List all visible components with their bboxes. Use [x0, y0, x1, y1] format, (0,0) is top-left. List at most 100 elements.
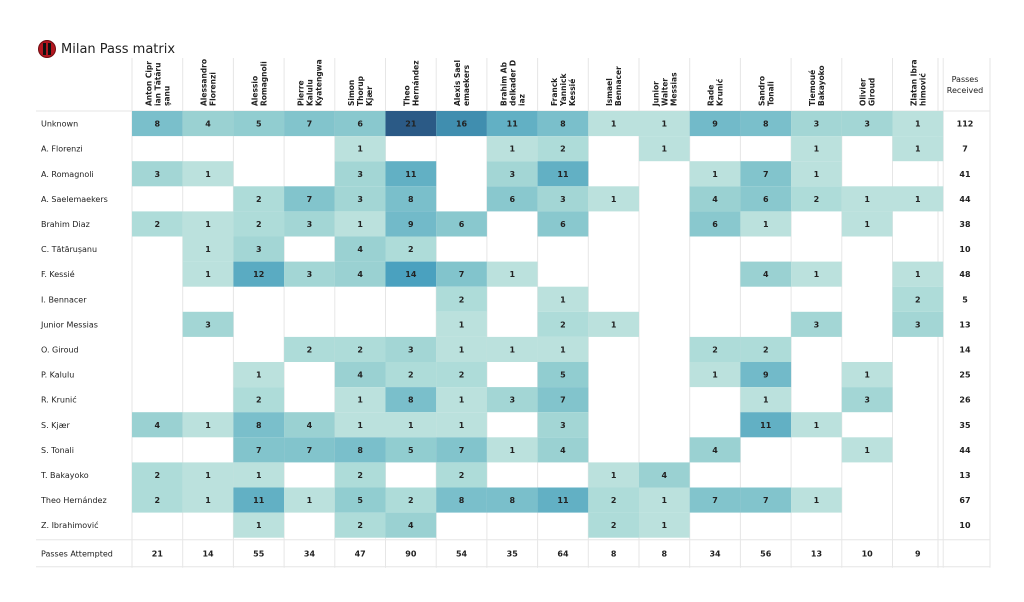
heatmap-cell	[385, 211, 437, 237]
heatmap-cell	[639, 111, 690, 137]
row-label: Theo Hernández	[40, 496, 107, 505]
column-label: Alexis Sael	[453, 60, 462, 106]
column-label: Florenzi	[209, 72, 218, 106]
column-label: Franck	[550, 77, 559, 106]
cell-value: 1	[814, 270, 820, 279]
cell-value: 2	[560, 320, 566, 329]
cell-value: 2	[459, 371, 465, 380]
row-totals-header: Passes	[952, 75, 979, 84]
cell-value: 1	[763, 396, 769, 405]
heatmap-cell	[537, 111, 589, 137]
heatmap-cell	[182, 236, 234, 262]
heatmap-cell	[334, 362, 386, 388]
cell-value: 11	[405, 170, 417, 179]
heatmap-cell	[334, 462, 386, 488]
heatmap-cell	[537, 286, 589, 312]
chart-title: Milan Pass matrix	[61, 41, 176, 57]
cell-value: 1	[408, 421, 414, 430]
row-label: Z. Ibrahimović	[41, 520, 99, 530]
column-total: 54	[456, 550, 468, 559]
heatmap-cell	[537, 311, 589, 337]
row-label: Junior Messias	[40, 320, 98, 329]
cell-value: 1	[509, 345, 515, 354]
row-label: Unknown	[41, 120, 78, 129]
heatmap-cell	[334, 261, 386, 287]
heatmap-cell	[284, 261, 335, 287]
heatmap-cell	[385, 111, 437, 137]
heatmap-cell	[740, 387, 792, 413]
heatmap-cell	[740, 336, 792, 362]
row-label: I. Bennacer	[41, 295, 87, 304]
column-label: Messias	[669, 72, 678, 106]
cell-value: 1	[509, 145, 515, 154]
heatmap-cell	[841, 186, 893, 212]
heatmap-cell	[740, 111, 792, 137]
row-total: 112	[957, 120, 974, 129]
heatmap-cell	[892, 286, 944, 312]
cell-value: 2	[256, 220, 262, 229]
cell-value: 1	[357, 421, 363, 430]
cell-value: 3	[509, 396, 515, 405]
heatmap-cell	[639, 512, 690, 538]
row-label: S. Kjær	[41, 421, 70, 430]
cell-value: 2	[915, 295, 921, 304]
column-label: Yannick	[559, 73, 568, 107]
heatmap-cell	[334, 487, 386, 513]
heatmap-cell	[436, 211, 487, 237]
cell-value: 3	[155, 170, 161, 179]
cell-value: 4	[155, 421, 161, 430]
heatmap-cell	[689, 437, 741, 463]
cell-value: 4	[560, 446, 566, 455]
heatmap-cell	[436, 387, 487, 413]
row-label: T. Bakayoko	[40, 471, 89, 480]
column-total: 13	[811, 550, 822, 559]
column-label: Kessié	[568, 79, 577, 106]
heatmap-cell	[385, 336, 437, 362]
heatmap-cell	[740, 362, 792, 388]
heatmap-cell	[588, 111, 639, 137]
heatmap-cell	[284, 111, 335, 137]
heatmap-cell	[537, 336, 589, 362]
cell-value: 1	[459, 320, 465, 329]
heatmap-cell	[791, 136, 842, 162]
column-label: Kalulu	[305, 79, 314, 106]
heatmap-cell	[284, 211, 335, 237]
heatmap-cell	[132, 211, 183, 237]
row-label: R. Krunić	[41, 395, 77, 405]
row-total: 13	[959, 320, 970, 329]
column-label: șanu	[162, 86, 171, 106]
cell-value: 4	[307, 421, 313, 430]
cell-value: 7	[712, 496, 718, 505]
heatmap-cell	[233, 487, 285, 513]
cell-value: 1	[205, 245, 211, 254]
heatmap-cell	[486, 387, 538, 413]
heatmap-cell	[537, 161, 589, 187]
cell-value: 2	[155, 471, 161, 480]
column-label: Bakayoko	[817, 65, 826, 106]
cell-value: 1	[662, 521, 668, 530]
cell-value: 3	[864, 396, 870, 405]
cell-value: 1	[357, 145, 363, 154]
row-total: 44	[959, 446, 971, 455]
cell-value: 1	[459, 396, 465, 405]
cell-value: 2	[357, 471, 363, 480]
cell-value: 1	[915, 270, 921, 279]
cell-value: 1	[459, 345, 465, 354]
heatmap-cell	[182, 462, 234, 488]
heatmap-cell	[486, 487, 538, 513]
heatmap-cell	[334, 387, 386, 413]
cell-value: 1	[307, 496, 313, 505]
heatmap-cell	[436, 311, 487, 337]
cell-value: 6	[357, 120, 363, 129]
heatmap-cell	[334, 412, 386, 438]
cell-value: 4	[662, 471, 668, 480]
heatmap-cell	[740, 186, 792, 212]
cell-value: 7	[256, 446, 262, 455]
column-totals-label: Passes Attempted	[41, 550, 113, 559]
column-label: Alessandro	[200, 59, 209, 106]
heatmap-cell	[486, 161, 538, 187]
column-total: 9	[915, 550, 921, 559]
cell-value: 1	[357, 220, 363, 229]
heatmap-cell	[436, 362, 487, 388]
